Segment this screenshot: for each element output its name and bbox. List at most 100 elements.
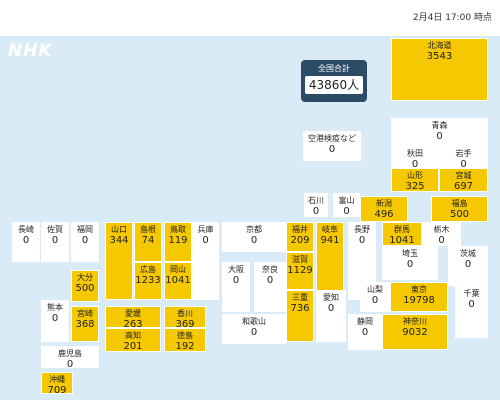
prefecture-name: 岩手 (455, 149, 472, 158)
prefecture-count: 0 (51, 235, 59, 246)
prefecture-count: 0 (22, 235, 30, 246)
prefecture-count: 736 (290, 303, 310, 314)
prefecture-cell: 奈良 0 (254, 262, 286, 312)
prefecture-cell: 滋賀 1129 (286, 252, 314, 290)
prefecture-cell: 鳥取 119 (164, 222, 192, 262)
prefecture-name: 愛媛 (125, 309, 141, 318)
prefecture-cell: 茨城 0 (448, 246, 488, 286)
prefecture-count: 1041 (389, 235, 415, 246)
prefecture-cell: 岡山 1041 (164, 262, 192, 300)
prefecture-count: 192 (175, 341, 195, 352)
prefecture-count: 0 (460, 159, 467, 170)
prefecture-cell: 東京 19798 (390, 282, 448, 312)
prefecture-name: 三重 (292, 293, 308, 302)
prefecture-cell: 福島 500 (431, 196, 488, 222)
prefecture-cell: 群馬 1041 (382, 222, 422, 246)
prefecture-name: 高知 (125, 331, 141, 340)
prefecture-cell: 宮城 697 (439, 168, 488, 192)
prefecture-count: 0 (66, 359, 74, 370)
prefecture-name: 愛知 (323, 293, 339, 302)
prefecture-count: 0 (250, 235, 258, 246)
prefecture-name: 青森 (431, 121, 448, 130)
prefecture-count: 0 (51, 313, 59, 324)
prefecture-name: 栃木 (433, 225, 450, 234)
prefecture-count: 263 (123, 319, 143, 330)
prefecture-count: 0 (202, 235, 209, 246)
prefecture-count: 369 (175, 319, 195, 330)
prefecture-cell: 宮崎 368 (71, 306, 99, 342)
prefecture-name: 富山 (338, 196, 355, 205)
national-total-value: 43860人 (305, 76, 363, 94)
prefecture-cell: 三重 736 (286, 290, 314, 342)
prefecture-count: 209 (290, 235, 310, 246)
nhk-logo: NHK (8, 41, 53, 61)
prefecture-count: 0 (468, 299, 475, 310)
prefecture-cell: 北海道 3543 (391, 38, 488, 101)
prefecture-name: 滋賀 (292, 255, 308, 264)
prefecture-count: 344 (109, 235, 129, 246)
prefecture-name: 鹿児島 (58, 349, 82, 358)
prefecture-count: 0 (411, 159, 419, 170)
national-total-label: 全国合計 (318, 64, 350, 73)
prefecture-name: 京都 (246, 225, 262, 234)
prefecture-count: 74 (141, 235, 155, 246)
prefecture-cell: 神奈川 9032 (382, 314, 448, 350)
prefecture-name: 神奈川 (403, 317, 427, 326)
prefecture-count: 0 (266, 275, 274, 286)
prefecture-name: 宮崎 (77, 309, 93, 318)
prefecture-count: 0 (358, 235, 366, 246)
prefecture-name: 山形 (407, 171, 423, 180)
prefecture-name: 和歌山 (242, 317, 266, 326)
prefecture-cell: 福井 209 (286, 222, 314, 252)
prefecture-count: 500 (75, 283, 95, 294)
prefecture-count: 0 (371, 295, 379, 306)
prefecture-cell: 空港検疫など 0 (303, 131, 361, 161)
prefecture-name: 鳥取 (170, 225, 186, 234)
prefecture-cell: 大分 500 (71, 270, 99, 302)
prefecture-name: 千葉 (463, 289, 480, 298)
prefecture-name: 静岡 (357, 317, 373, 326)
prefecture-name: 東京 (411, 285, 427, 294)
prefecture-cell: 鹿児島 0 (41, 346, 99, 370)
prefecture-name: 奈良 (262, 265, 278, 274)
prefecture-count: 1041 (165, 275, 191, 286)
prefecture-cell: 大阪 0 (222, 262, 250, 312)
prefecture-count: 0 (327, 303, 335, 314)
prefecture-cell: 秋田 0 (391, 146, 439, 170)
prefecture-name: 沖縄 (49, 375, 65, 384)
prefecture-count: 941 (320, 235, 340, 246)
prefecture-cell: 兵庫 0 (192, 222, 219, 300)
prefecture-name: 宮城 (455, 171, 472, 180)
prefecture-count: 0 (312, 206, 320, 217)
prefecture-name: 新潟 (376, 199, 392, 208)
prefecture-count: 119 (168, 235, 188, 246)
prefecture-count: 1129 (287, 265, 313, 276)
prefecture-count: 0 (328, 144, 336, 155)
prefecture-name: 佐賀 (47, 225, 63, 234)
prefecture-name: 石川 (308, 196, 324, 205)
prefecture-name: 大分 (77, 273, 93, 282)
prefecture-cell: 山梨 0 (360, 282, 390, 312)
prefecture-cell: 沖縄 709 (41, 372, 73, 396)
prefecture-cell: 静岡 0 (348, 314, 382, 350)
prefecture-name: 広島 (140, 265, 156, 274)
prefecture-cell: 島根 74 (134, 222, 162, 262)
prefecture-cell: 福岡 0 (71, 222, 99, 262)
prefecture-name: 秋田 (407, 149, 423, 158)
prefecture-cell: 和歌山 0 (222, 314, 286, 344)
prefecture-count: 3543 (426, 51, 453, 62)
prefecture-cell: 新潟 496 (360, 196, 408, 222)
prefecture-name: 群馬 (394, 225, 410, 234)
prefecture-count: 496 (374, 209, 394, 220)
prefecture-cell: 岩手 0 (439, 146, 488, 170)
prefecture-name: 兵庫 (197, 225, 214, 234)
prefecture-count: 201 (123, 341, 143, 352)
prefecture-count: 697 (453, 181, 474, 192)
prefecture-cell: 山形 325 (391, 168, 439, 192)
prefecture-cell: 長崎 0 (12, 222, 40, 262)
prefecture-name: 山口 (111, 225, 127, 234)
prefecture-cell: 岐阜 941 (316, 222, 344, 300)
prefecture-name: 熊本 (47, 303, 63, 312)
prefecture-cell: 熊本 0 (41, 300, 69, 342)
prefecture-count: 1233 (135, 275, 161, 286)
